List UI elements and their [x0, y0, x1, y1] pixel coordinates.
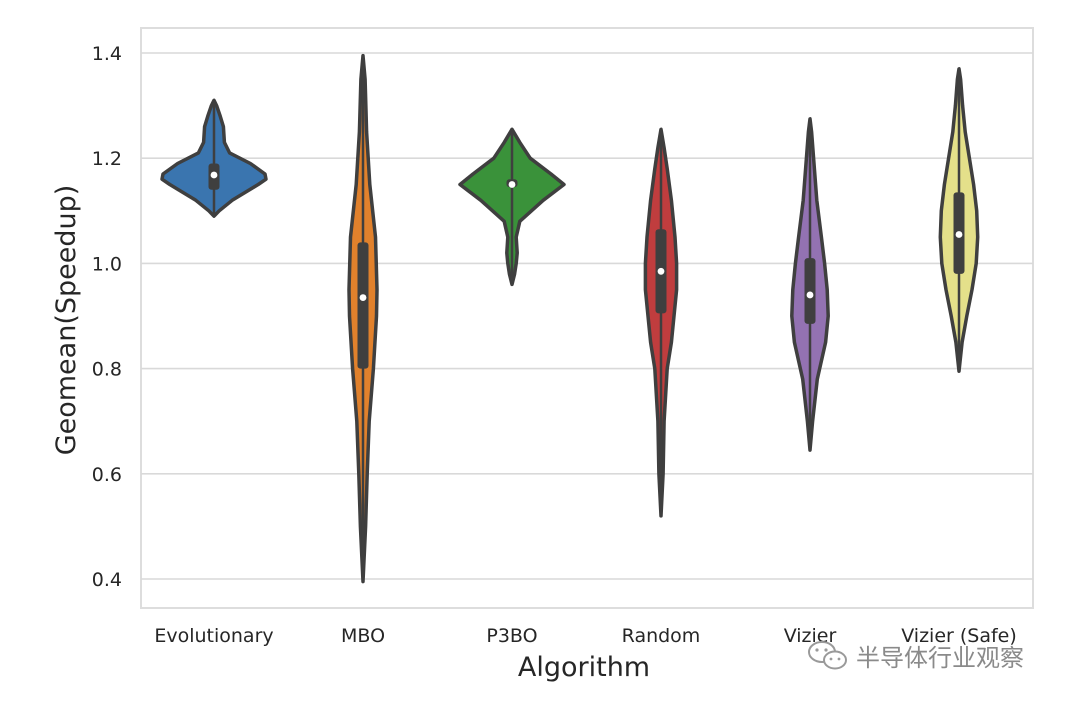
x-tick-label: MBO — [341, 625, 385, 647]
violin-iqr-box — [804, 258, 816, 324]
violin-median — [955, 231, 963, 238]
violins — [160, 53, 980, 584]
violin-iqr-box — [357, 242, 369, 369]
violin-median — [210, 171, 218, 179]
y-tick-label: 1.2 — [92, 148, 122, 170]
x-tick-labels: Evolutionary MBO P3BO Random Vizier Vizier (S… — [154, 625, 1016, 647]
violin-median — [359, 294, 367, 301]
x-tick-label: Vizier (Safe) — [901, 625, 1017, 647]
x-tick-label: Random — [622, 625, 701, 647]
violin-random — [643, 127, 679, 518]
y-axis-label: Geomean(Speedup) — [51, 185, 82, 456]
x-tick-label: Evolutionary — [154, 625, 273, 647]
watermark-text: 半导体行业观察 — [856, 644, 1024, 672]
watermark: 半导体行业观察 — [808, 641, 1024, 672]
violin-vizier — [790, 117, 830, 452]
violin-median — [806, 291, 814, 299]
y-tick-labels: 0.4 0.6 0.8 1.0 1.2 1.4 — [92, 43, 122, 591]
violin-mbo — [347, 53, 379, 584]
x-axis-label: Algorithm — [518, 652, 650, 683]
y-tick-label: 0.8 — [92, 359, 122, 381]
y-tick-label: 0.4 — [92, 569, 122, 591]
plot-area — [140, 27, 1034, 609]
x-tick-label: P3BO — [486, 625, 537, 647]
y-tick-label: 1.0 — [92, 253, 122, 275]
violin-evolutionary — [160, 98, 268, 218]
violin-median — [508, 181, 516, 188]
violin-vizier-safe — [938, 67, 980, 373]
y-tick-label: 1.4 — [92, 43, 122, 65]
gridlines — [141, 52, 1033, 580]
violin-median — [657, 267, 665, 275]
y-tick-label: 0.6 — [92, 464, 122, 486]
wechat-icon — [808, 641, 847, 670]
violin-p3bo — [458, 127, 566, 287]
